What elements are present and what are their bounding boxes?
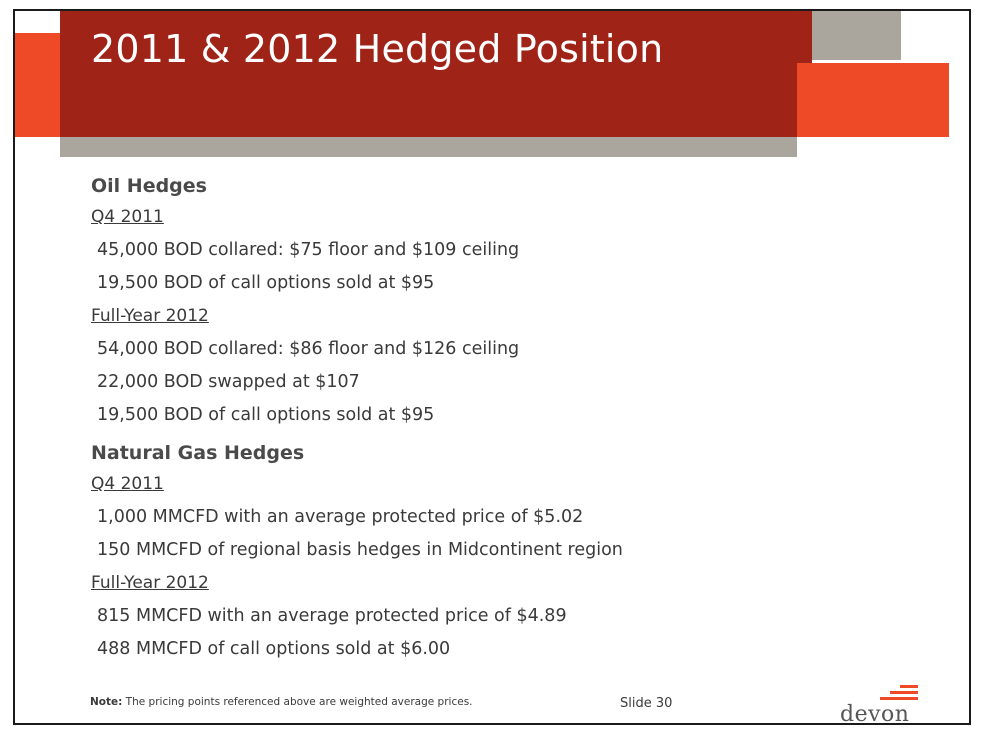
footer-note: Note: The pricing points referenced abov… bbox=[90, 696, 473, 708]
note-label: Note: bbox=[90, 696, 123, 708]
slide: 2011 & 2012 Hedged Position Oil Hedges Q… bbox=[13, 9, 971, 725]
list-item: 45,000 BOD collared: $75 floor and $109 … bbox=[97, 240, 520, 260]
list-item: 150 MMCFD of regional basis hedges in Mi… bbox=[97, 540, 623, 560]
period-label: Full-Year 2012 bbox=[91, 573, 209, 593]
slide-title: 2011 & 2012 Hedged Position bbox=[91, 27, 664, 71]
slide-number: Slide 30 bbox=[620, 696, 673, 711]
list-item: 815 MMCFD with an average protected pric… bbox=[97, 606, 567, 626]
list-item: 1,000 MMCFD with an average protected pr… bbox=[97, 507, 584, 527]
section-heading-oil: Oil Hedges bbox=[91, 175, 207, 197]
list-item: 488 MMCFD of call options sold at $6.00 bbox=[97, 639, 451, 659]
title-bar bbox=[60, 11, 812, 137]
period-label: Q4 2011 bbox=[91, 207, 164, 227]
list-item: 54,000 BOD collared: $86 floor and $126 … bbox=[97, 339, 520, 359]
list-item: 22,000 BOD swapped at $107 bbox=[97, 372, 360, 392]
list-item: 19,500 BOD of call options sold at $95 bbox=[97, 273, 435, 293]
right-orange-block bbox=[797, 63, 949, 137]
period-label: Full-Year 2012 bbox=[91, 306, 209, 326]
left-orange-accent bbox=[15, 33, 63, 137]
slide-content: Oil Hedges Q4 2011 45,000 BOD collared: … bbox=[91, 171, 949, 666]
period-label: Q4 2011 bbox=[91, 474, 164, 494]
devon-logo: devon bbox=[840, 683, 920, 725]
note-text: The pricing points referenced above are … bbox=[122, 696, 473, 708]
list-item: 19,500 BOD of call options sold at $95 bbox=[97, 405, 435, 425]
logo-text: devon bbox=[840, 702, 910, 725]
gray-underbar bbox=[60, 137, 797, 157]
top-right-gray-block bbox=[812, 11, 901, 60]
logo-stripes-icon bbox=[880, 685, 918, 700]
section-heading-gas: Natural Gas Hedges bbox=[91, 442, 305, 464]
